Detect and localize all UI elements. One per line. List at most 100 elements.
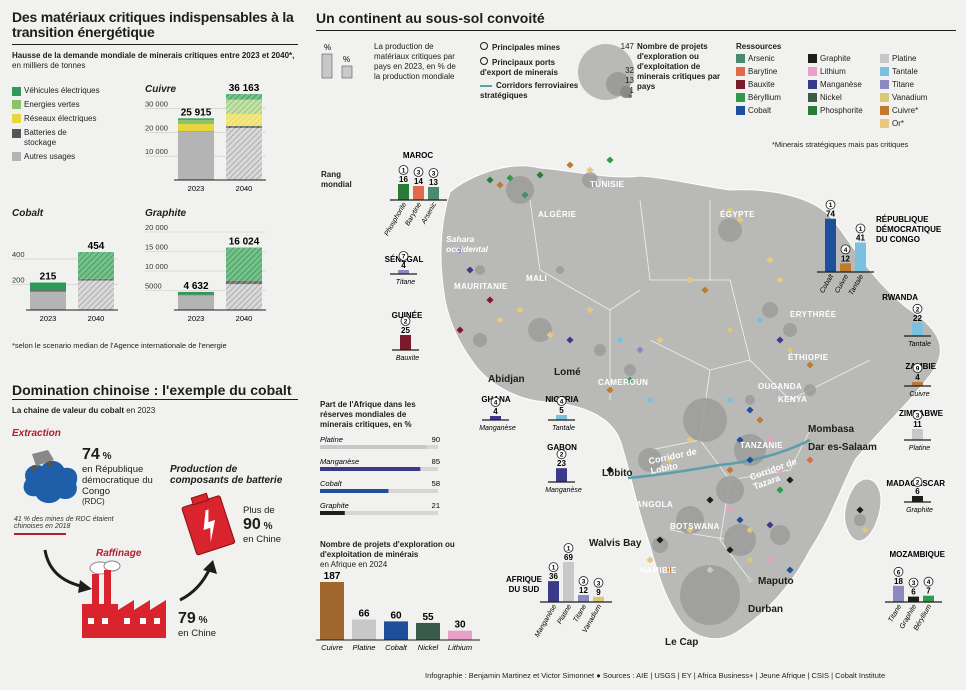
resource-marker	[656, 536, 664, 544]
rank-badge	[400, 316, 411, 326]
extraction-stat: 74 % en République démocratique du Congo…	[82, 446, 153, 506]
city-walvis-bay: Walvis Bay	[589, 538, 642, 549]
rank-value: 3	[417, 170, 421, 177]
rank-badge	[428, 168, 439, 178]
rank-badge	[578, 576, 589, 586]
project-value: 60	[390, 610, 402, 621]
share-category: Graphite	[320, 501, 349, 510]
rank-value: 9	[916, 366, 920, 373]
map-label-cameroun: CAMEROUN	[598, 378, 649, 387]
data-label: 36 163	[229, 83, 260, 94]
demand-subtitle: Hausse de la demande mondiale de minerai…	[12, 51, 295, 70]
africa-share-chart: Platine 90 Manganèse 85 Cobalt 58 Graphite 21	[320, 435, 440, 515]
resource-marker	[746, 526, 754, 534]
resource-marker	[756, 316, 764, 324]
rank-value: 4	[560, 399, 564, 406]
tick-label: 15 000	[145, 243, 168, 252]
svg-text:%: %	[324, 43, 331, 52]
country-chart: MADAGASCAR62Graphite	[886, 477, 945, 514]
production-bar	[893, 585, 904, 602]
rank-value: 4	[494, 400, 498, 407]
rank-badge	[398, 165, 409, 175]
material-label: Manganèse	[534, 603, 558, 638]
resource-marker	[456, 246, 464, 254]
share-title: Part de l'Afrique dans les réserves mond…	[320, 400, 416, 429]
resource-marker	[666, 566, 674, 574]
china-subtitle: La chaine de valeur du cobalt en 2023	[12, 406, 156, 415]
footer-credits: Infographie : Benjamin Martinez et Victo…	[425, 671, 886, 680]
stack-segment	[178, 119, 214, 125]
project-bar	[352, 619, 376, 640]
resource-legend-item: Bauxite	[736, 80, 808, 90]
city-le-cap: Le Cap	[665, 637, 699, 648]
rank-badge	[490, 397, 501, 407]
country-name: MOZAMBIQUE	[889, 550, 945, 559]
resource-marker	[516, 306, 524, 314]
resource-marker	[736, 436, 744, 444]
country-name: MAROC	[403, 151, 433, 160]
production-value: 12	[841, 254, 850, 263]
production-value: 7	[926, 587, 931, 596]
city-lobito: Lobito	[602, 468, 633, 479]
resource-marker	[586, 166, 594, 174]
resource-marker	[586, 306, 594, 314]
main-title: Des matériaux critiques indispensables à…	[12, 9, 294, 40]
production-bar	[548, 581, 559, 602]
production-bar	[912, 322, 923, 336]
raffinage-stat: 79 % en Chine	[178, 610, 217, 639]
material-label: Titane	[396, 279, 416, 286]
country-chart: SÉNÉGAL47Titane	[385, 251, 423, 286]
stack-segment	[226, 113, 262, 126]
resource-marker	[786, 476, 794, 484]
city-maputo: Maputo	[758, 576, 794, 587]
production-value: 9	[596, 588, 601, 597]
raffinage-label: Raffinage	[96, 548, 142, 559]
arrow-to-refining	[43, 549, 92, 593]
map-label-namibie: NAMIBIE	[640, 566, 677, 575]
rank-value: 3	[912, 580, 916, 587]
production-value: 18	[894, 577, 903, 586]
category-label: 2023	[188, 184, 205, 193]
resource-marker	[776, 276, 784, 284]
material-label: Tantale	[552, 425, 575, 432]
tick-label: 10 000	[145, 262, 168, 271]
production-bar	[398, 184, 409, 200]
resource-marker	[566, 161, 574, 169]
material-label: Platine	[556, 603, 573, 625]
stack-segment	[178, 124, 214, 132]
share-value: 21	[432, 501, 440, 510]
production-bar	[908, 596, 919, 602]
tick-label: 20 000	[145, 123, 168, 132]
rank-value: 1	[402, 168, 406, 175]
stack-segment	[178, 291, 214, 295]
rank-value: 2	[560, 452, 564, 459]
country-name-line: AFRIQUE	[506, 575, 543, 584]
production-bar	[912, 382, 923, 386]
chart-title-cobalt: Cobalt	[12, 208, 44, 219]
rank-value: 2	[404, 319, 408, 326]
china-title: Domination chinoise : l'exemple du cobal…	[12, 382, 292, 398]
stack-segment	[226, 284, 262, 310]
circle-key-text: Nombre de projets d'exploration ou d'exp…	[637, 42, 721, 91]
resource-marker	[736, 216, 744, 224]
production-value: 41	[856, 233, 865, 242]
rank-badge	[893, 566, 904, 577]
stack-segment	[30, 290, 66, 292]
rank-value: 1	[567, 545, 571, 552]
resource-marker	[766, 256, 774, 264]
production-value: 16	[399, 175, 408, 184]
resources-legend: Ressources Arsenic Graphite Platine Barytin…	[736, 42, 951, 129]
resource-marker	[766, 556, 774, 564]
stack-segment	[30, 282, 66, 291]
resource-marker	[701, 286, 709, 294]
production-value: 36	[549, 572, 558, 581]
map-label-erythree: ERYTHRÉE	[790, 310, 837, 319]
projects-chart: 187 Cuivre 66 Platine 60 Cobalt 55 Nickel 30 Lith…	[316, 571, 480, 652]
project-bar	[384, 621, 408, 640]
tick-label: 30 000	[145, 100, 168, 109]
resource-marker	[486, 176, 494, 184]
share-bar	[320, 511, 345, 515]
pct-key-text: La production de matériaux critiques par…	[374, 42, 456, 81]
data-label: 4 632	[183, 281, 208, 292]
